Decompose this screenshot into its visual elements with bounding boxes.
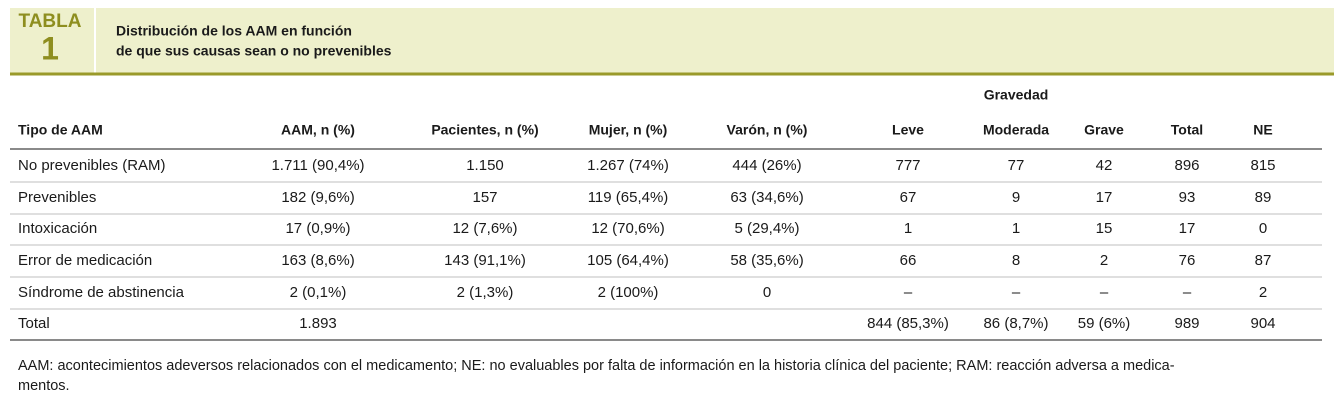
- title-box: [95, 8, 1334, 73]
- cell: 8: [1012, 252, 1020, 269]
- row-label: Error de medicación: [18, 252, 152, 269]
- column-header: Tipo de AAM: [18, 122, 103, 138]
- cell: 42: [1096, 157, 1113, 174]
- cell: 0: [1259, 220, 1267, 237]
- cell: 163 (8,6%): [281, 252, 354, 269]
- column-header: NE: [1253, 122, 1272, 138]
- column-header: Mujer, n (%): [589, 122, 668, 138]
- cell: 12 (7,6%): [452, 220, 517, 237]
- cell: 2 (100%): [598, 284, 659, 301]
- cell: 93: [1179, 189, 1196, 206]
- title-line: Distribución de los AAM en función: [116, 23, 352, 39]
- cell: 1.711 (90,4%): [271, 157, 364, 174]
- cell: 87: [1255, 252, 1272, 269]
- cell: 815: [1250, 157, 1275, 174]
- cell: 17: [1179, 220, 1196, 237]
- cell: 1.150: [466, 157, 504, 174]
- cell: 1.267 (74%): [587, 157, 669, 174]
- column-header: AAM, n (%): [281, 122, 355, 138]
- cell: 2: [1259, 284, 1267, 301]
- column-header: Total: [1171, 122, 1203, 138]
- cell: –: [1183, 284, 1192, 301]
- cell: 59 (6%): [1078, 315, 1131, 332]
- cell: 66: [900, 252, 917, 269]
- cell: 17 (0,9%): [285, 220, 350, 237]
- cell: 77: [1008, 157, 1025, 174]
- cell: 63 (34,6%): [730, 189, 803, 206]
- cell: 105 (64,4%): [587, 252, 669, 269]
- cell: 17: [1096, 189, 1113, 206]
- cell: 1: [904, 220, 912, 237]
- cell: –: [1100, 284, 1109, 301]
- cell: 1.893: [299, 315, 337, 332]
- row-label: Intoxicación: [18, 220, 97, 237]
- footnote: mentos.: [18, 378, 70, 394]
- label-box: [10, 8, 95, 73]
- cell: 1: [1012, 220, 1020, 237]
- cell: 2 (0,1%): [290, 284, 347, 301]
- cell: 86 (8,7%): [983, 315, 1048, 332]
- cell: 67: [900, 189, 917, 206]
- cell: –: [1012, 284, 1021, 301]
- column-header: Pacientes, n (%): [431, 122, 538, 138]
- row-label: Prevenibles: [18, 189, 96, 206]
- cell: 904: [1250, 315, 1275, 332]
- column-header: Moderada: [983, 122, 1049, 138]
- column-header: Leve: [892, 122, 924, 138]
- cell: 5 (29,4%): [734, 220, 799, 237]
- cell: 89: [1255, 189, 1272, 206]
- cell: 58 (35,6%): [730, 252, 803, 269]
- cell: 2: [1100, 252, 1108, 269]
- cell: –: [904, 284, 913, 301]
- cell: 0: [763, 284, 771, 301]
- column-header: Grave: [1084, 122, 1124, 138]
- cell: 9: [1012, 189, 1020, 206]
- footnote: AAM: acontecimientos adeversos relaciona…: [18, 358, 1175, 374]
- cell: 182 (9,6%): [281, 189, 354, 206]
- title-line: de que sus causas sean o no prevenibles: [116, 43, 392, 59]
- cell: 76: [1179, 252, 1196, 269]
- column-header: Varón, n (%): [727, 122, 808, 138]
- row-label: Total: [18, 315, 50, 332]
- group-header: Gravedad: [984, 87, 1049, 103]
- cell: 444 (26%): [732, 157, 801, 174]
- row-label: No prevenibles (RAM): [18, 157, 166, 174]
- cell: 896: [1174, 157, 1199, 174]
- cell: 15: [1096, 220, 1113, 237]
- cell: 143 (91,1%): [444, 252, 526, 269]
- cell: 989: [1174, 315, 1199, 332]
- cell: 2 (1,3%): [457, 284, 514, 301]
- cell: 777: [895, 157, 920, 174]
- cell: 12 (70,6%): [591, 220, 664, 237]
- cell: 157: [472, 189, 497, 206]
- cell: 844 (85,3%): [867, 315, 949, 332]
- row-label: Síndrome de abstinencia: [18, 284, 185, 301]
- table-number: 1: [41, 30, 59, 66]
- table-label: TABLA: [19, 11, 82, 32]
- cell: 119 (65,4%): [588, 189, 669, 206]
